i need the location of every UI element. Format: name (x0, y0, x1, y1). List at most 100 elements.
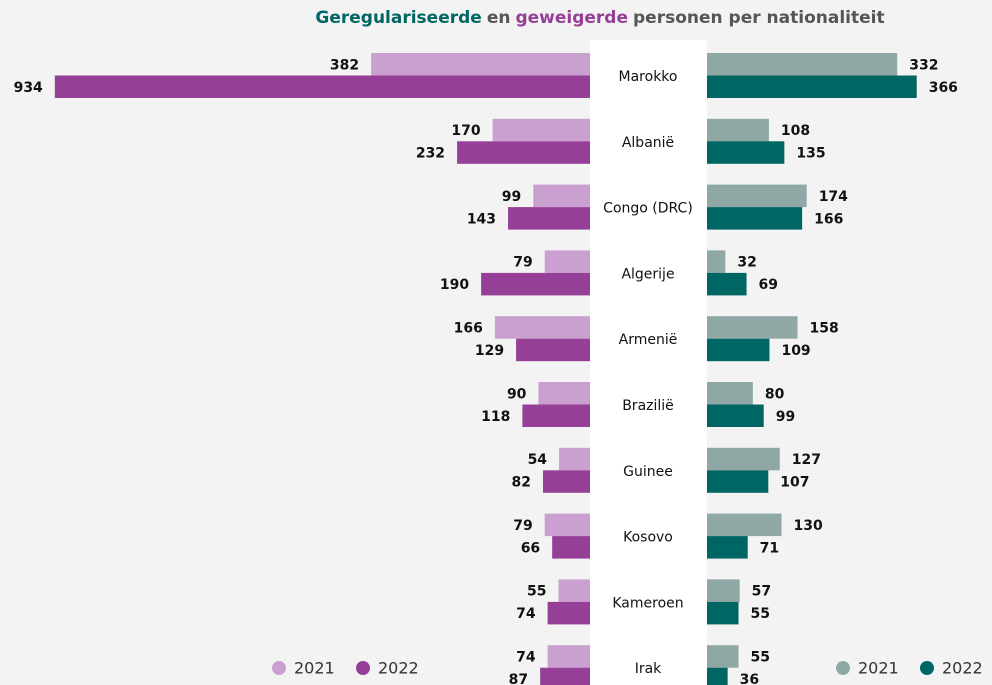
value-label: 118 (481, 409, 510, 425)
bar (707, 250, 726, 273)
bar (540, 667, 590, 685)
title-part: personen per nationaliteit (633, 8, 885, 28)
value-label: 79 (513, 518, 532, 534)
bar (552, 536, 590, 559)
legend-label: 2021 (858, 659, 899, 678)
value-label: 74 (516, 606, 536, 622)
value-label: 129 (475, 343, 504, 359)
category-label: Guinee (623, 464, 673, 480)
bar (707, 579, 740, 602)
value-label: 87 (509, 672, 528, 685)
category-label: Marokko (619, 69, 678, 85)
value-label: 99 (776, 409, 795, 425)
bar (707, 75, 917, 98)
value-label: 130 (793, 518, 822, 534)
category-label: Brazilië (622, 398, 674, 414)
bar (707, 470, 769, 493)
category-label: Irak (635, 661, 662, 677)
bar (522, 404, 590, 427)
value-label: 108 (781, 123, 810, 139)
value-label: 55 (751, 649, 770, 665)
title-part: en (487, 8, 511, 28)
value-label: 934 (14, 80, 43, 96)
value-label: 166 (454, 320, 483, 336)
value-label: 55 (751, 606, 770, 622)
value-label: 332 (909, 57, 938, 73)
bar (508, 207, 590, 230)
bar (516, 338, 590, 362)
bar (707, 118, 769, 142)
bar (707, 207, 803, 230)
value-label: 79 (513, 255, 532, 271)
legend-label: 2022 (942, 659, 983, 678)
value-label: 99 (502, 189, 521, 205)
value-label: 57 (752, 584, 771, 600)
value-label: 170 (451, 123, 480, 139)
center-strip (590, 40, 707, 685)
value-label: 107 (780, 475, 809, 491)
legend-swatch (272, 661, 286, 675)
bar (707, 601, 739, 625)
bar (559, 447, 590, 471)
legend-swatch (836, 661, 850, 675)
value-label: 109 (781, 343, 810, 359)
bar (371, 53, 590, 76)
value-label: 232 (416, 146, 445, 162)
category-label: Algerije (621, 266, 674, 282)
bar (707, 53, 898, 76)
category-label: Congo (DRC) (603, 201, 693, 217)
bar (707, 404, 764, 427)
legend-label: 2021 (294, 659, 335, 678)
legend-swatch (356, 661, 370, 675)
value-label: 135 (796, 146, 825, 162)
bar (494, 316, 590, 339)
bar (547, 645, 590, 668)
value-label: 143 (467, 211, 496, 227)
value-label: 166 (814, 211, 843, 227)
category-label: Armenië (619, 332, 678, 348)
bar (544, 513, 590, 537)
bar (707, 272, 747, 296)
value-label: 74 (516, 649, 536, 665)
bar (707, 382, 753, 405)
value-label: 174 (819, 189, 848, 205)
bar (707, 645, 739, 668)
value-label: 71 (760, 540, 779, 556)
value-label: 158 (810, 320, 839, 336)
bar (533, 184, 590, 208)
bar (457, 141, 590, 164)
bar (707, 447, 780, 471)
value-label: 127 (792, 452, 821, 468)
bar (707, 141, 785, 164)
value-label: 66 (521, 540, 540, 556)
value-label: 190 (440, 277, 469, 293)
value-label: 54 (528, 452, 548, 468)
value-label: 32 (737, 255, 756, 271)
bar (707, 667, 728, 685)
legend-label: 2022 (378, 659, 419, 678)
value-label: 69 (759, 277, 778, 293)
value-label: 366 (929, 80, 958, 96)
bar (707, 513, 782, 537)
value-label: 382 (330, 57, 359, 73)
bar (707, 338, 770, 362)
bar (558, 579, 590, 602)
value-label: 55 (527, 584, 546, 600)
category-label: Kameroen (612, 595, 683, 611)
value-label: 36 (740, 672, 759, 685)
category-label: Kosovo (623, 530, 673, 546)
title-part: geweigerde (515, 8, 628, 28)
value-label: 90 (507, 386, 527, 402)
bar (707, 316, 798, 339)
bar (54, 75, 591, 98)
bar (481, 272, 590, 296)
bar (538, 382, 590, 405)
legend-swatch (920, 661, 934, 675)
category-label: Albanië (622, 135, 674, 151)
value-label: 80 (765, 386, 785, 402)
bar (544, 250, 590, 273)
bar (547, 601, 590, 625)
bar (492, 118, 590, 142)
bar (707, 536, 748, 559)
